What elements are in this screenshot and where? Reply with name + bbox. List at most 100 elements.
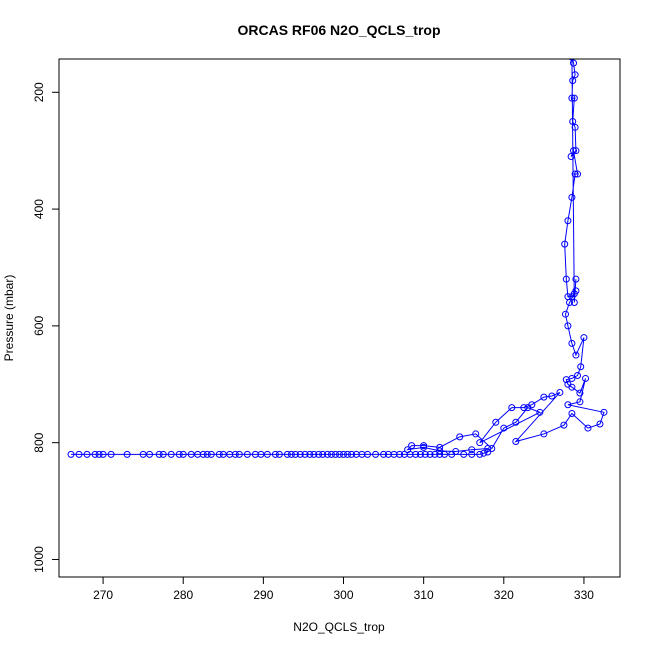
data-point xyxy=(175,450,183,458)
data-point xyxy=(319,450,327,458)
data-point xyxy=(436,450,444,458)
data-point xyxy=(95,450,103,458)
x-tick-label: 290 xyxy=(253,588,273,602)
data-point xyxy=(512,418,520,426)
data-point xyxy=(431,450,439,458)
data-point xyxy=(476,450,484,458)
data-point xyxy=(571,71,579,79)
data-point xyxy=(155,450,163,458)
data-point xyxy=(364,450,372,458)
data-point xyxy=(436,443,444,451)
data-point xyxy=(568,409,576,417)
data-point xyxy=(540,393,548,401)
data-point xyxy=(315,450,323,458)
data-point xyxy=(396,450,404,458)
data-point xyxy=(287,450,295,458)
data-point xyxy=(536,408,544,416)
data-point xyxy=(83,450,91,458)
y-tick-label: 200 xyxy=(32,82,46,102)
data-point xyxy=(580,334,588,342)
data-point xyxy=(577,363,585,371)
data-point xyxy=(562,310,570,318)
data-point xyxy=(283,450,291,458)
data-point xyxy=(572,147,580,155)
data-point xyxy=(301,450,309,458)
data-point xyxy=(472,430,480,438)
data-point xyxy=(215,450,223,458)
chart-title: ORCAS RF06 N2O_QCLS_trop xyxy=(237,22,440,38)
data-point xyxy=(310,450,318,458)
data-point xyxy=(123,450,131,458)
y-tick-label: 1000 xyxy=(32,546,46,573)
data-point xyxy=(572,351,580,359)
data-point xyxy=(452,447,460,455)
data-point xyxy=(571,170,579,178)
x-tick-label: 270 xyxy=(93,588,113,602)
data-point xyxy=(570,299,578,307)
data-point xyxy=(564,217,572,225)
data-point xyxy=(480,449,488,457)
data-point xyxy=(468,450,476,458)
data-point xyxy=(67,450,75,458)
x-tick-label: 300 xyxy=(333,588,353,602)
data-point xyxy=(570,94,578,102)
data-point xyxy=(436,447,444,455)
data-point xyxy=(235,450,243,458)
data-point xyxy=(582,374,590,382)
data-point xyxy=(331,450,339,458)
data-point xyxy=(568,293,576,301)
data-point xyxy=(426,450,434,458)
data-point xyxy=(476,439,484,447)
data-point xyxy=(556,388,564,396)
data-point xyxy=(199,450,207,458)
data-point xyxy=(323,450,331,458)
data-point xyxy=(179,450,187,458)
data-point xyxy=(107,450,115,458)
data-point xyxy=(306,450,314,458)
data-point xyxy=(564,293,572,301)
y-axis-label: Pressure (mbar) xyxy=(2,275,16,362)
data-point xyxy=(421,450,429,458)
x-tick-label: 310 xyxy=(414,588,434,602)
data-point xyxy=(528,401,536,409)
data-point xyxy=(584,424,592,432)
data-point xyxy=(412,450,420,458)
data-point xyxy=(271,450,279,458)
x-tick-label: 280 xyxy=(173,588,193,602)
data-point xyxy=(336,450,343,458)
data-point xyxy=(404,446,412,454)
data-point xyxy=(596,420,604,428)
data-point xyxy=(560,421,568,429)
data-point xyxy=(574,372,582,380)
data-point xyxy=(203,450,211,458)
data-point xyxy=(572,287,580,295)
data-point xyxy=(568,374,576,382)
x-tick-label: 330 xyxy=(574,588,594,602)
data-point xyxy=(567,153,575,161)
x-axis: 270 280 290 300 310 320 330 xyxy=(93,576,594,602)
data-point xyxy=(99,450,107,458)
data-point xyxy=(570,147,578,155)
data-point xyxy=(207,450,215,458)
data-point xyxy=(167,450,175,458)
data-point xyxy=(569,117,577,125)
data-point xyxy=(548,392,556,400)
data-point xyxy=(564,380,572,388)
series-layer xyxy=(67,59,608,458)
data-point xyxy=(568,339,576,347)
data-point xyxy=(440,450,448,458)
data-point xyxy=(569,77,577,85)
y-tick-label: 600 xyxy=(32,316,46,336)
data-point xyxy=(568,94,576,102)
data-point xyxy=(562,275,570,283)
data-point xyxy=(159,450,167,458)
data-point xyxy=(600,408,608,416)
data-point xyxy=(291,450,299,458)
data-point xyxy=(408,442,416,450)
data-point xyxy=(231,450,239,458)
data-point xyxy=(571,123,579,131)
data-point xyxy=(340,450,348,458)
data-point xyxy=(564,401,572,409)
data-point xyxy=(380,450,388,458)
data-point xyxy=(492,418,500,426)
